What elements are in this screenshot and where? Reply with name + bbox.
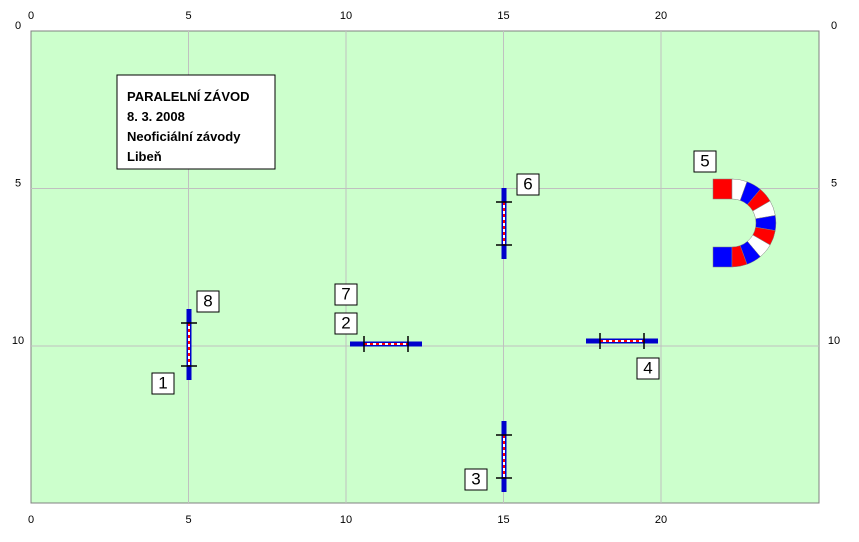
- info-line: 8. 3. 2008: [127, 109, 185, 124]
- label-box: [516, 173, 540, 196]
- x-tick-label: 20: [655, 10, 667, 22]
- label-box: [334, 312, 358, 335]
- x-tick-label: 15: [497, 10, 509, 22]
- info-line: Neoficiální závody: [127, 129, 241, 144]
- y-tick-label: 0: [831, 20, 837, 32]
- info-box: PARALELNÍ ZÁVOD 8. 3. 2008 Neoficiální z…: [116, 74, 276, 170]
- label-box: [636, 357, 660, 380]
- y-tick-label: 0: [15, 20, 21, 32]
- label-box: [334, 283, 358, 306]
- label-box: [151, 372, 175, 395]
- y-tick-label: 10: [12, 335, 24, 347]
- x-tick-label: 10: [340, 514, 352, 526]
- obstacle-label: 5: [700, 151, 709, 170]
- x-tick-label: 0: [28, 10, 34, 22]
- x-tick-label: 5: [185, 514, 191, 526]
- y-tick-label: 5: [831, 177, 837, 189]
- label-box: [693, 150, 717, 173]
- obstacle-label: 2: [341, 313, 350, 332]
- x-tick-label: 15: [497, 514, 509, 526]
- info-line: Libeň: [127, 149, 162, 164]
- x-tick-label: 0: [28, 514, 34, 526]
- tunnel-end: [712, 246, 733, 268]
- x-tick-label: 20: [655, 514, 667, 526]
- obstacle-label: 1: [158, 373, 167, 392]
- label-box: [464, 468, 488, 491]
- obstacle-label: 3: [471, 469, 480, 488]
- tunnel-end: [712, 178, 733, 200]
- hurdle: [181, 309, 197, 380]
- info-line: PARALELNÍ ZÁVOD: [127, 89, 250, 104]
- hurdle: [586, 333, 658, 349]
- obstacle-label: 6: [523, 174, 532, 193]
- hurdle: [496, 188, 512, 259]
- hurdle: [350, 336, 422, 352]
- y-tick-label: 10: [828, 335, 840, 347]
- tunnel-segment: [731, 245, 748, 268]
- x-tick-label: 10: [340, 10, 352, 22]
- label-box: [196, 290, 220, 313]
- tunnel: [712, 178, 777, 268]
- obstacle-label: 8: [203, 291, 212, 310]
- x-tick-label: 5: [185, 10, 191, 22]
- hurdle: [496, 421, 512, 492]
- obstacle-label: 4: [643, 358, 652, 377]
- y-tick-label: 5: [15, 177, 21, 189]
- obstacle-label: 7: [341, 284, 350, 303]
